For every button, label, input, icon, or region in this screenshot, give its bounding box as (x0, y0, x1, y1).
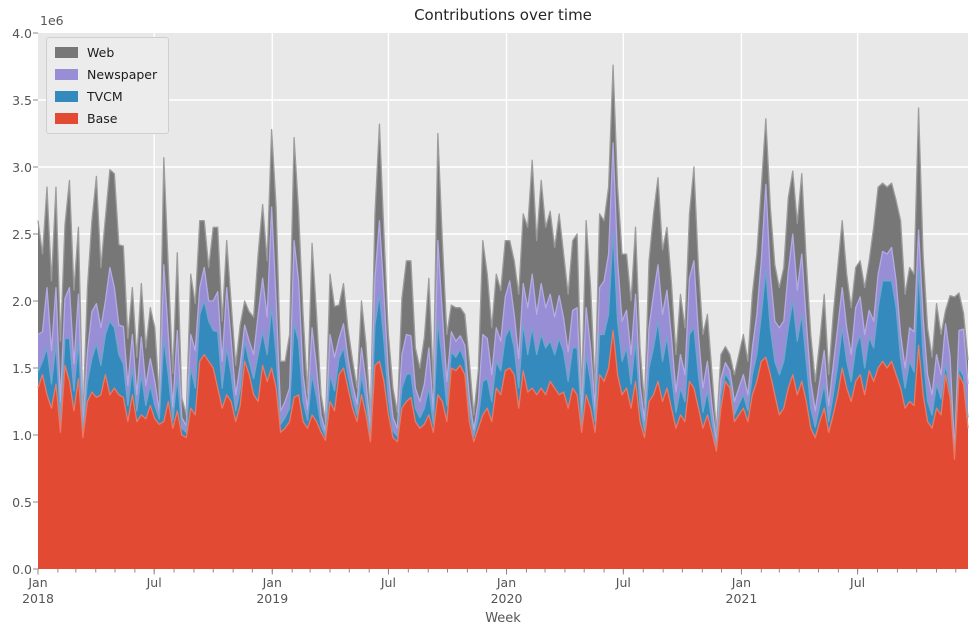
x-tick-label: Jul (573, 575, 673, 591)
x-tick-label: Jan 2018 (0, 575, 88, 607)
x-tick-year: 2021 (725, 591, 758, 606)
legend-swatch-web (55, 47, 78, 58)
legend-swatch-base (55, 113, 78, 124)
legend-item-newspaper: Newspaper (55, 67, 157, 82)
x-tick-label: Jul (338, 575, 438, 591)
x-tick-month: Jan (731, 575, 752, 590)
legend-item-web: Web (55, 45, 157, 60)
y-tick-label: 2.0 (12, 293, 32, 309)
x-tick-month: Jul (615, 575, 631, 590)
x-tick-month: Jul (146, 575, 162, 590)
x-tick-label: Jan 2019 (222, 575, 322, 607)
legend-item-base: Base (55, 111, 157, 126)
legend-item-tvcm: TVCM (55, 89, 157, 104)
x-tick-label: Jul (104, 575, 204, 591)
x-tick-year: 2019 (256, 591, 289, 606)
y-tick-label: 0.5 (12, 494, 32, 510)
x-tick-month: Jan (496, 575, 517, 590)
legend-label: TVCM (87, 89, 123, 104)
x-tick-month: Jul (380, 575, 396, 590)
x-tick-label: Jul (808, 575, 908, 591)
area-edge-base (37, 329, 969, 460)
legend-label: Web (87, 45, 115, 60)
y-tick-label: 1.0 (12, 427, 32, 443)
y-tick-label: 2.5 (12, 226, 32, 242)
x-tick-year: 2018 (22, 591, 54, 606)
legend-label: Base (87, 111, 118, 126)
y-tick-label: 3.0 (12, 159, 32, 175)
x-axis-label: Week (485, 611, 521, 626)
x-tick-label: Jan 2021 (691, 575, 791, 607)
area-base (38, 330, 968, 569)
y-tick-label: 4.0 (12, 25, 32, 41)
legend-label: Newspaper (87, 67, 158, 82)
legend-swatch-tvcm (55, 91, 78, 102)
y-tick-label: 1.5 (12, 360, 32, 376)
legend: Web Newspaper TVCM Base (46, 37, 170, 134)
area-edge-tvcm (37, 232, 969, 458)
legend-swatch-newspaper (55, 69, 78, 80)
x-tick-month: Jul (850, 575, 866, 590)
area-edge-web (37, 64, 969, 432)
stacked-area-chart (33, 32, 969, 575)
x-tick-label: Jan 2020 (457, 575, 557, 607)
y-axis-offset-label: 1e6 (40, 13, 64, 28)
area-edge-newspaper (37, 142, 969, 452)
x-tick-year: 2020 (490, 591, 523, 606)
y-tick-label: 0.0 (12, 561, 32, 577)
x-tick-month: Jan (262, 575, 282, 590)
y-tick-label: 3.5 (12, 92, 32, 108)
chart-title: Contributions over time (414, 6, 592, 24)
x-tick-month: Jan (28, 575, 48, 590)
